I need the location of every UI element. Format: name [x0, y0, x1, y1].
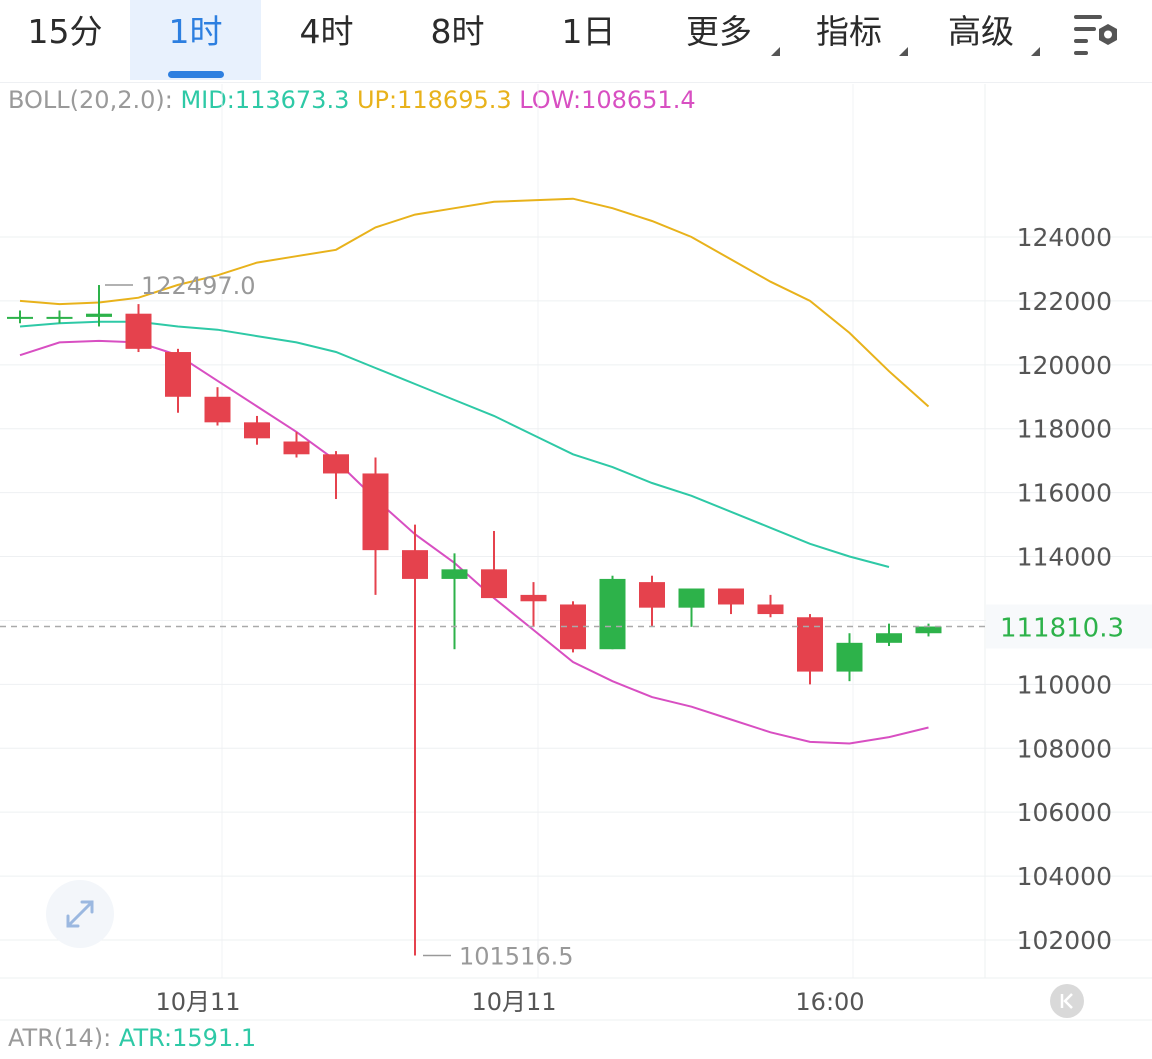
- atr-legend: ATR(14): ATR:1591.1: [8, 1024, 256, 1052]
- bullish-candle: [46, 316, 73, 319]
- tab-indicators-dropdown[interactable]: 指标: [792, 0, 908, 80]
- x-tick-label: 10月11: [155, 988, 240, 1016]
- y-tick-label: 114000: [1017, 543, 1112, 572]
- tab-label: 更多: [686, 12, 752, 51]
- dropdown-caret-icon: [1031, 47, 1040, 56]
- y-tick-label: 116000: [1017, 479, 1112, 508]
- boll-low-line: [19, 339, 929, 745]
- boll-mid-value: MID:113673.3: [180, 86, 350, 114]
- bearish-candle: [362, 473, 389, 551]
- dropdown-caret-icon: [771, 47, 780, 56]
- atr-indicator-name: ATR(14):: [8, 1024, 112, 1052]
- bullish-candle: [915, 626, 942, 634]
- tab-label: 4时: [299, 12, 354, 51]
- tab-label: 指标: [816, 12, 882, 51]
- bullish-candle: [678, 588, 705, 608]
- boll-up-line: [19, 197, 930, 408]
- collapse-left-icon: [1060, 993, 1073, 1009]
- y-tick-label: 106000: [1017, 798, 1112, 827]
- tab-label: 1日: [561, 12, 616, 51]
- tab-advanced-dropdown[interactable]: 高级: [924, 0, 1040, 80]
- bearish-candle: [244, 422, 270, 439]
- atr-value: ATR:1591.1: [118, 1024, 257, 1052]
- bearish-candle: [639, 582, 665, 608]
- tab-1hour[interactable]: 1时: [130, 0, 261, 80]
- chart-settings-icon: [1074, 15, 1117, 55]
- collapse-panel-button[interactable]: [1050, 984, 1084, 1018]
- bearish-candle: [402, 550, 428, 579]
- bullish-candle: [599, 578, 626, 650]
- current-price-label: 111810.3: [1000, 614, 1124, 644]
- y-tick-label: 120000: [1017, 351, 1112, 380]
- bearish-candle: [797, 617, 823, 672]
- period-tab-bar: 15分 1时 4时 8时 1日 更多 指标 高级: [0, 0, 1152, 83]
- expand-arrows-icon: [66, 900, 94, 928]
- bullish-candle: [7, 316, 33, 319]
- tab-label: 8时: [430, 12, 485, 51]
- bearish-candle: [718, 588, 744, 605]
- bearish-candle: [520, 594, 547, 602]
- tab-label: 1时: [168, 12, 223, 51]
- bearish-candle: [323, 454, 349, 474]
- chart-settings-button[interactable]: [1070, 10, 1128, 56]
- y-tick-label: 110000: [1017, 670, 1112, 699]
- tab-4hour[interactable]: 4时: [261, 0, 392, 80]
- current-price-badge: [986, 604, 1152, 649]
- bearish-candle: [204, 396, 231, 423]
- bearish-candle: [165, 352, 191, 397]
- boll-mid-line: [19, 320, 890, 568]
- bullish-candle: [836, 642, 863, 672]
- y-tick-label: 102000: [1017, 926, 1112, 955]
- tab-more-dropdown[interactable]: 更多: [660, 0, 780, 80]
- y-tick-label: 104000: [1017, 862, 1112, 891]
- x-tick-label: 10月11: [471, 988, 556, 1016]
- expand-chart-button[interactable]: [46, 880, 114, 948]
- bullish-candle: [86, 313, 112, 317]
- bearish-candle: [125, 313, 152, 349]
- dropdown-caret-icon: [899, 47, 908, 56]
- min-price-label: 101516.5: [459, 942, 574, 970]
- bearish-candle: [757, 604, 784, 615]
- boll-up-value: UP:118695.3: [356, 86, 512, 114]
- tab-label: 15分: [27, 12, 103, 51]
- y-tick-label: 124000: [1017, 223, 1112, 252]
- max-price-label: 122497.0: [141, 272, 256, 300]
- x-tick-label: 16:00: [795, 988, 864, 1016]
- boll-indicator-name: BOLL(20,2.0):: [8, 86, 173, 114]
- boll-low-value: LOW:108651.4: [519, 86, 696, 114]
- tab-8hour[interactable]: 8时: [392, 0, 523, 80]
- boll-legend: BOLL(20,2.0): MID:113673.3 UP:118695.3 L…: [8, 86, 696, 114]
- y-tick-label: 122000: [1017, 287, 1112, 316]
- tab-label: 高级: [948, 12, 1014, 51]
- bullish-candle: [441, 569, 468, 579]
- tab-15min[interactable]: 15分: [0, 0, 130, 80]
- bearish-candle: [481, 569, 507, 599]
- active-tab-indicator: [167, 71, 224, 78]
- bearish-candle: [283, 441, 310, 455]
- tab-1day[interactable]: 1日: [523, 0, 654, 80]
- bullish-candle: [876, 633, 902, 643]
- y-tick-label: 118000: [1017, 415, 1112, 444]
- y-tick-label: 108000: [1017, 734, 1112, 763]
